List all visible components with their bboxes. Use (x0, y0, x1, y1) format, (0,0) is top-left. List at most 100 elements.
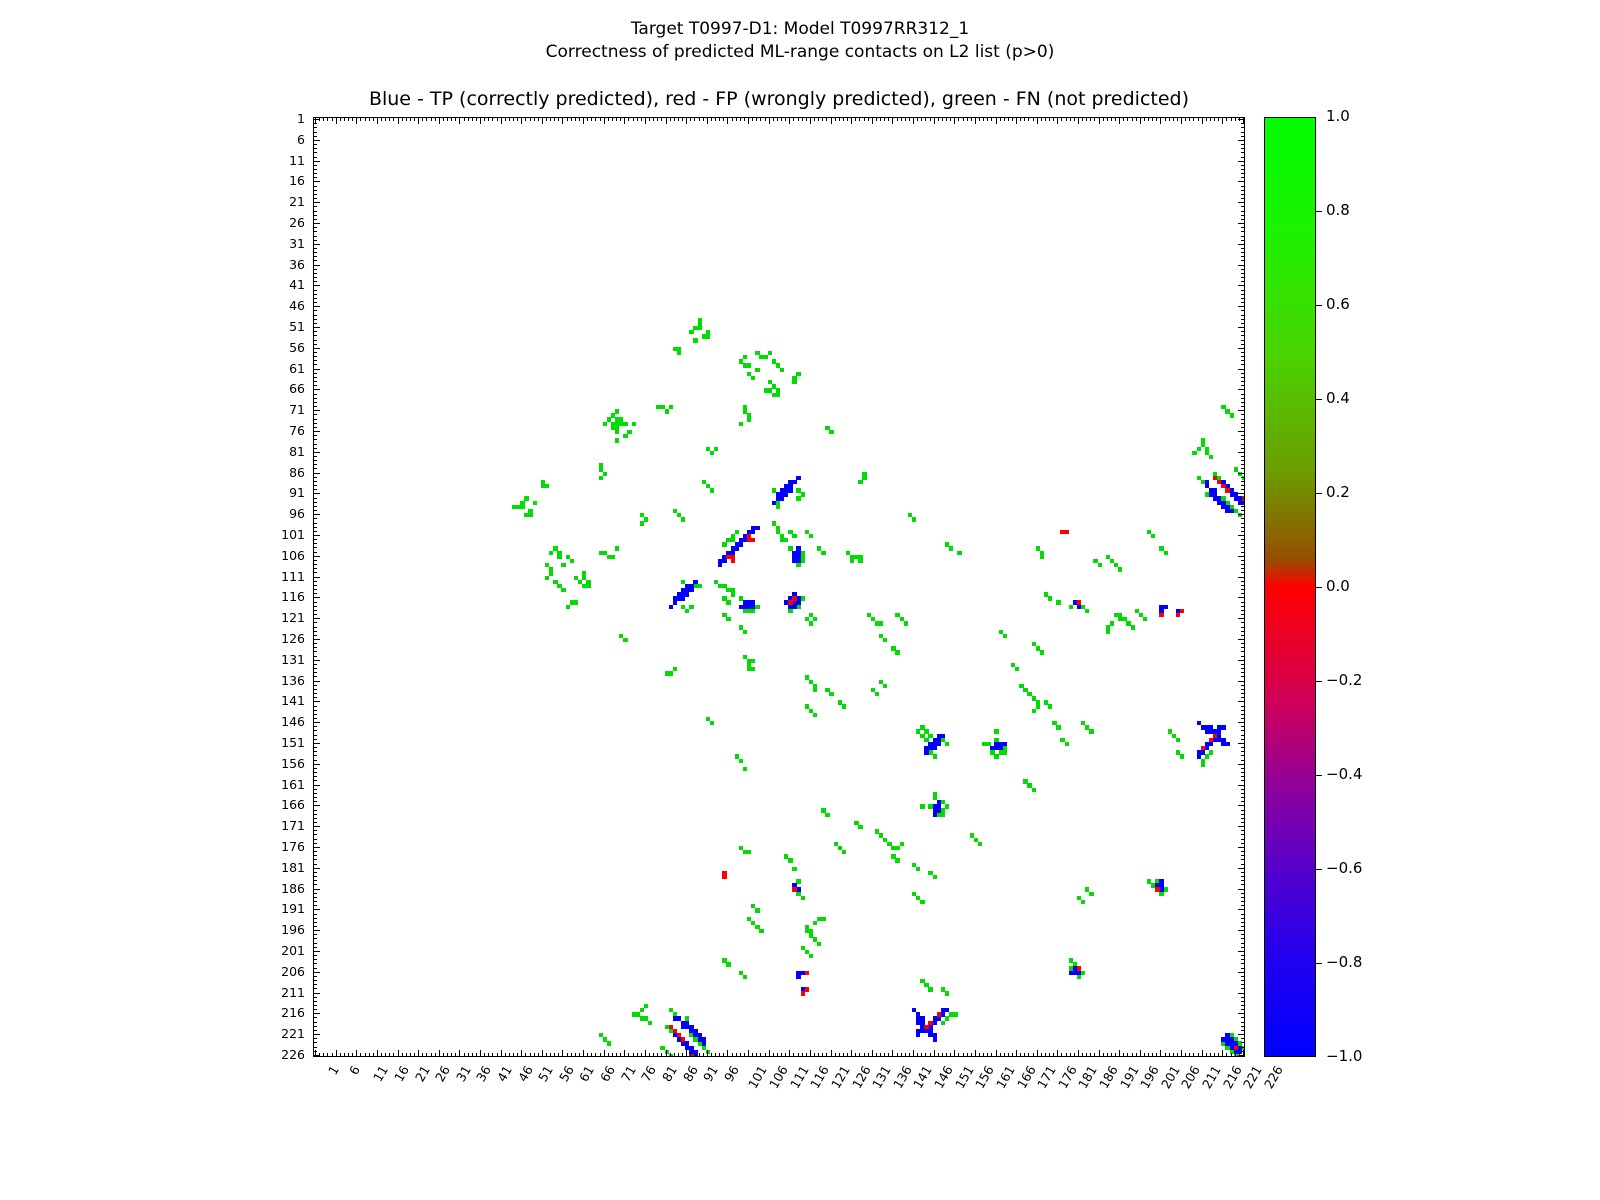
y-tick-right (1238, 1013, 1245, 1015)
contact-cell-fp (672, 1028, 678, 1034)
x-tick-top (422, 117, 424, 121)
y-tick-left (313, 514, 320, 516)
contact-cell-tp (1233, 492, 1238, 497)
contact-cell-fp (730, 554, 735, 560)
contact-cell-fn (1213, 471, 1218, 476)
y-tick-right (1241, 851, 1245, 853)
contact-cell-tp (685, 583, 690, 589)
contact-cell-fn (878, 833, 884, 838)
y-tick-right (1241, 788, 1245, 790)
x-tick-top (958, 117, 960, 121)
x-tick-bottom (583, 1050, 585, 1057)
y-tick-label: 201 (281, 942, 305, 958)
contact-cell-tp (940, 1012, 946, 1017)
x-tick-top (381, 117, 383, 121)
contact-cell-fn (540, 479, 546, 485)
contact-cell-fn (1089, 891, 1094, 896)
x-tick-top (570, 117, 572, 121)
contact-cell-fn (821, 808, 826, 813)
contact-cell-fn (1147, 529, 1152, 535)
contact-cell-fn (755, 924, 760, 930)
x-tick-bottom (1073, 1053, 1075, 1057)
y-tick-left (313, 164, 317, 166)
colorbar-tick (1316, 211, 1322, 212)
y-tick-left (313, 734, 317, 736)
contact-cell-fn (747, 413, 752, 418)
y-tick-right (1241, 539, 1245, 541)
x-tick-top (455, 117, 457, 121)
x-tick-top (842, 117, 844, 121)
x-tick-bottom (570, 1053, 572, 1057)
contact-cell-fn (1221, 496, 1226, 501)
contact-cell-tp (755, 525, 760, 530)
contact-cell-fn (1142, 617, 1148, 622)
y-tick-right (1238, 264, 1245, 266)
y-tick-right (1241, 672, 1245, 674)
contact-cell-fn (697, 325, 702, 331)
y-tick-right (1241, 564, 1245, 566)
y-tick-left (313, 705, 317, 707)
x-tick-bottom (743, 1053, 745, 1057)
x-tick-label: 11 (370, 1063, 392, 1085)
contact-cell-tp (1221, 479, 1226, 485)
y-tick-left (313, 618, 320, 620)
contact-cell-fn (994, 737, 999, 743)
x-tick-bottom (875, 1053, 877, 1057)
x-tick-bottom (500, 1050, 502, 1057)
contact-cell-tp (788, 488, 793, 493)
contact-cell-tp (784, 492, 789, 497)
x-tick-top (723, 117, 725, 121)
x-tick-top (1209, 117, 1211, 121)
contact-cell-fn (891, 845, 896, 851)
contact-cell-tp (751, 525, 756, 530)
y-tick-right (1238, 493, 1245, 495)
x-tick-label: 121 (827, 1063, 853, 1092)
y-tick-right (1241, 975, 1245, 977)
contact-cell-tp (689, 1049, 694, 1055)
contact-cell-fn (1031, 696, 1036, 701)
y-tick-left (313, 439, 317, 441)
contact-cell-tp (932, 1033, 937, 1038)
x-tick-top (525, 117, 527, 121)
x-tick-bottom (1242, 1050, 1244, 1057)
y-tick-left (313, 393, 317, 395)
contact-cell-fn (697, 1041, 702, 1046)
y-tick-right (1238, 992, 1245, 994)
contact-cell-fn (540, 484, 546, 489)
contact-cell-fn (528, 508, 533, 514)
y-tick-label: 186 (281, 880, 305, 896)
contact-cell-fn (994, 729, 999, 734)
y-tick-right (1241, 713, 1245, 715)
y-tick-right (1238, 950, 1245, 952)
contact-cell-fn (627, 429, 632, 435)
x-tick-top (1082, 117, 1084, 121)
title-line-1: Target T0997-D1: Model T0997RR312_1 (630, 19, 970, 39)
x-tick-top (768, 117, 770, 124)
y-tick-label: 36 (289, 256, 305, 272)
y-tick-right (1241, 817, 1245, 819)
y-tick-right (1241, 393, 1245, 395)
x-tick-top (496, 117, 498, 121)
x-tick-label: 186 (1095, 1063, 1121, 1092)
contact-cell-fn (524, 513, 529, 518)
x-tick-top (1152, 117, 1154, 121)
x-tick-top (1230, 117, 1232, 121)
x-tick-bottom (1012, 1053, 1013, 1057)
y-tick-left (313, 601, 317, 603)
colorbar-tick-label: 0.0 (1326, 577, 1350, 595)
contact-cell-tp (1217, 496, 1222, 501)
contact-cell-fn (949, 546, 954, 551)
y-tick-left (313, 185, 317, 187)
y-tick-left (313, 688, 317, 690)
contact-map-plot[interactable] (313, 117, 1245, 1057)
x-tick-top (1234, 117, 1236, 121)
y-tick-label: 196 (281, 922, 305, 938)
contact-cell-fn (841, 704, 847, 709)
contact-cell-fn (722, 542, 727, 547)
y-tick-right (1241, 235, 1245, 237)
colorbar-tick (1316, 493, 1322, 494)
contact-cell-fn (722, 958, 727, 963)
y-tick-right (1241, 364, 1245, 366)
contact-cell-tp (1208, 729, 1214, 734)
contact-cell-fn (944, 804, 950, 809)
